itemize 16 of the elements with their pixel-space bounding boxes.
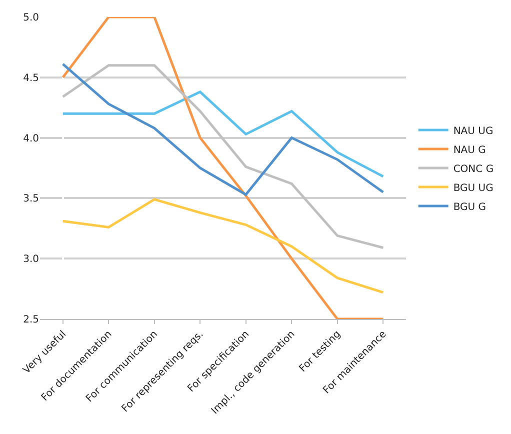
y-tick-label: 3.5 bbox=[23, 194, 39, 205]
line-series bbox=[62, 64, 384, 249]
line-series bbox=[62, 17, 384, 319]
y-tick-label: 4.5 bbox=[23, 72, 39, 84]
y-tick-label: 4.0 bbox=[23, 133, 39, 144]
line-series bbox=[62, 90, 384, 178]
legend-label: CONC G bbox=[453, 164, 494, 175]
y-tick-label: 5.0 bbox=[23, 12, 39, 24]
line-series bbox=[62, 62, 384, 196]
y-tick-label: 2.5 bbox=[23, 314, 39, 326]
legend-label: BGU G bbox=[453, 202, 486, 213]
legend-label: NAU G bbox=[453, 144, 486, 156]
legend-label: BGU UG bbox=[453, 182, 494, 194]
line-series bbox=[62, 198, 384, 294]
legend-label: NAU UG bbox=[453, 126, 494, 137]
y-tick-label: 3.0 bbox=[23, 254, 39, 266]
